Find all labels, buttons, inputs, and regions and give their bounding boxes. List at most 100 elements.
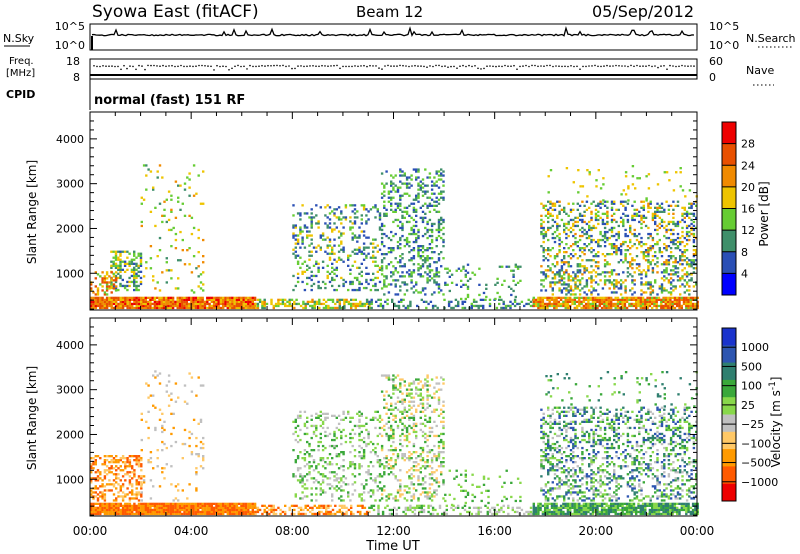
power-cell [381, 306, 385, 310]
velocity-cell [153, 510, 157, 514]
power-cell [638, 273, 641, 276]
power-cell [560, 218, 564, 222]
velocity-cell [537, 504, 540, 507]
power-cell [603, 234, 607, 238]
power-cell [240, 304, 243, 308]
power-cell [383, 281, 386, 284]
power-cell [325, 306, 328, 310]
power-cell [574, 232, 577, 236]
power-cell [133, 278, 136, 282]
power-cell [342, 232, 345, 235]
power-cell [681, 226, 684, 230]
power-cell [578, 269, 582, 272]
velocity-cell [457, 506, 460, 509]
velocity-cell [115, 475, 118, 478]
velocity-cell [96, 499, 100, 502]
power-cell [525, 302, 528, 306]
nave-dot [366, 65, 368, 68]
power-cell [199, 202, 203, 205]
power-cell [610, 234, 614, 238]
power-cell [412, 247, 416, 250]
velocity-cell [306, 508, 310, 512]
velocity-cell [313, 512, 316, 516]
power-cell [421, 186, 425, 189]
power-cell [651, 285, 655, 288]
power-cell [622, 271, 625, 274]
power-cell [626, 234, 630, 238]
velocity-cell [573, 510, 576, 514]
velocity-cell [128, 465, 132, 468]
power-cell [660, 285, 664, 288]
power-cell [188, 263, 191, 266]
power-cell [626, 271, 630, 274]
power-cell [426, 190, 429, 193]
power-cell [351, 250, 354, 253]
velocity-cell [103, 459, 107, 462]
power-cell [301, 230, 304, 233]
power-cell [638, 214, 641, 217]
power-cell [403, 281, 406, 284]
velocity-cell [648, 512, 652, 516]
velocity-cell [518, 506, 521, 509]
velocity-cell [219, 510, 223, 514]
power-cell [349, 216, 352, 219]
power-cell [294, 254, 297, 257]
velocity-cell [244, 506, 248, 509]
velocity-cell [313, 504, 316, 507]
power-cell [433, 222, 436, 226]
velocity-cell [124, 512, 127, 516]
velocity-cell [406, 506, 410, 509]
power-cell [653, 302, 656, 306]
nave-dot [681, 64, 683, 67]
power-cell [133, 254, 136, 257]
power-cell [421, 204, 425, 207]
velocity-cell [137, 493, 141, 496]
power-cell [158, 164, 162, 167]
power-cell [288, 302, 291, 306]
power-cell [333, 258, 336, 261]
power-cell [574, 275, 577, 278]
power-cell [92, 304, 95, 308]
power-cell [669, 257, 673, 260]
velocity-cell [171, 504, 175, 507]
velocity-cell [99, 485, 102, 488]
power-cell [631, 204, 634, 207]
power-cell [616, 298, 620, 301]
power-cell [578, 281, 582, 284]
power-cell [437, 192, 441, 195]
power-cell [405, 243, 409, 246]
power-cell [470, 302, 473, 306]
nave-dot [387, 64, 389, 67]
power-cell [578, 255, 582, 258]
power-cell [594, 281, 598, 284]
velocity-cell [402, 510, 405, 514]
velocity-cell [99, 510, 102, 514]
power-cell [641, 300, 645, 303]
velocity-cell [322, 504, 326, 507]
power-cell [654, 243, 657, 246]
power-cell [387, 291, 391, 294]
power-cell [370, 300, 373, 303]
power-cell [640, 289, 643, 292]
power-cell [601, 202, 605, 205]
power-cell [310, 220, 313, 223]
power-cell [685, 261, 689, 264]
velocity-cell [343, 512, 346, 516]
velocity-cell [641, 508, 645, 512]
power-cell [690, 206, 693, 209]
nave-dot [114, 65, 116, 68]
velocity-cell [284, 512, 287, 516]
power-cell [319, 248, 322, 251]
velocity-cell [174, 506, 177, 509]
power-cell [696, 300, 699, 303]
power-cell [585, 230, 589, 234]
power-cell [417, 182, 420, 185]
velocity-cell [240, 510, 243, 514]
velocity-data [90, 370, 699, 516]
velocity-cell [247, 512, 250, 516]
velocity-cell [600, 506, 604, 509]
nave-dot [378, 67, 380, 69]
power-cell [654, 216, 657, 219]
power-cell [328, 212, 332, 215]
